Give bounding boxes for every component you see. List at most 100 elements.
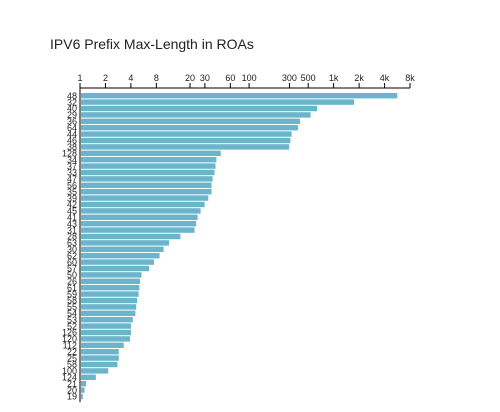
bar-126 <box>81 329 131 336</box>
y-category-label: 100 <box>62 366 77 376</box>
y-axis: 4832402936644446381283437334756353942454… <box>62 88 81 403</box>
x-tick-label: 4 <box>128 73 133 83</box>
y-category-label: 48 <box>67 91 77 101</box>
x-tick-label: 2 <box>103 73 108 83</box>
x-tick-label: 2k <box>354 73 364 83</box>
bars <box>81 93 398 400</box>
bar-63 <box>81 240 170 246</box>
bar-112 <box>81 342 124 348</box>
y-category-label: 52 <box>67 321 77 331</box>
y-category-label: 60 <box>67 257 77 267</box>
y-category-label: 36 <box>67 117 77 127</box>
y-category-label: 38 <box>67 142 77 152</box>
x-tick-label: 1k <box>329 73 339 83</box>
bar-33 <box>81 169 215 176</box>
bar-52 <box>81 323 131 329</box>
y-category-label: 37 <box>67 161 77 171</box>
bar-62 <box>81 253 160 259</box>
y-category-label: 22 <box>67 347 77 357</box>
bar-26 <box>81 278 141 284</box>
bar-47 <box>81 176 213 182</box>
y-category-label: 41 <box>67 213 77 223</box>
bar-53 <box>81 317 133 323</box>
chart-title: IPV6 Prefix Max-Length in ROAs <box>50 36 254 52</box>
y-category-label: 58 <box>67 296 77 306</box>
y-category-label: 54 <box>67 309 77 319</box>
bar-61 <box>81 285 140 291</box>
x-tick-label: 300 <box>282 73 297 83</box>
bar-19 <box>81 393 83 400</box>
y-category-label: 33 <box>67 168 77 178</box>
x-tick-label: 500 <box>301 73 316 83</box>
bar-120 <box>81 336 131 342</box>
x-axis: 1 2 4 8 20 30 60 100 300 500 1k 2k 4k 8k <box>77 73 415 89</box>
y-category-label: 35 <box>67 187 77 197</box>
bar-36 <box>81 118 301 124</box>
y-category-label: 30 <box>67 245 77 255</box>
y-category-label: 29 <box>67 110 77 120</box>
y-category-label: 32 <box>67 97 77 107</box>
bar-20 <box>81 387 85 393</box>
y-category-label: 21 <box>67 379 77 389</box>
y-category-label: 40 <box>67 104 77 114</box>
bar-57 <box>81 265 150 272</box>
y-category-label: 61 <box>67 283 77 293</box>
bar-46 <box>81 137 291 144</box>
y-category-label: 20 <box>67 385 77 395</box>
bar-41 <box>81 214 198 220</box>
x-tick-label: 4k <box>380 73 390 83</box>
y-category-label: 44 <box>67 129 77 139</box>
bar-22 <box>81 349 119 355</box>
bar-60 <box>81 259 154 265</box>
bar-42 <box>81 201 205 208</box>
bar-34 <box>81 157 217 163</box>
bar-43 <box>81 221 197 227</box>
y-category-label: 19 <box>67 392 77 402</box>
y-category-label: 46 <box>67 136 77 146</box>
bar-28 <box>81 233 181 240</box>
bar-39 <box>81 195 209 201</box>
y-category-label: 64 <box>67 123 77 133</box>
y-category-label: 34 <box>67 155 77 165</box>
y-category-label: 45 <box>67 206 77 216</box>
bar-32 <box>81 99 355 105</box>
y-category-label: 112 <box>63 341 77 351</box>
bar-55 <box>81 304 137 310</box>
bar-21 <box>81 381 87 387</box>
bar-31 <box>81 227 195 233</box>
y-category-label: 56 <box>67 181 77 191</box>
bar-128 <box>81 150 221 156</box>
bar-40 <box>81 105 318 112</box>
bar-48 <box>81 93 398 99</box>
bar-35 <box>81 189 212 195</box>
y-category-label: 128 <box>62 149 77 159</box>
y-category-label: 55 <box>67 302 77 312</box>
y-category-label: 43 <box>67 219 77 229</box>
bar-45 <box>81 208 201 214</box>
x-tick-label: 20 <box>185 73 195 83</box>
bar-54 <box>81 310 136 316</box>
y-category-label: 25 <box>67 353 77 363</box>
bar-56 <box>81 182 212 188</box>
y-category-label: 28 <box>67 232 77 242</box>
y-category-label: 57 <box>67 264 77 274</box>
bar-50 <box>81 272 142 278</box>
bar-124 <box>81 374 96 380</box>
bar-44 <box>81 131 292 137</box>
y-category-label: 62 <box>67 251 77 261</box>
bar-58 <box>81 297 138 304</box>
y-category-label: 120 <box>62 334 77 344</box>
x-tick-label: 8 <box>154 73 159 83</box>
bar-30 <box>81 246 164 252</box>
y-category-label: 42 <box>67 200 77 210</box>
y-category-label: 47 <box>67 174 77 184</box>
bar-64 <box>81 125 299 131</box>
bar-38 <box>81 144 290 150</box>
bar-100 <box>81 368 109 374</box>
y-category-label: 59 <box>67 289 77 299</box>
x-tick-label: 30 <box>200 73 210 83</box>
bar-25 <box>81 355 119 361</box>
y-category-label: 31 <box>67 225 77 235</box>
y-category-label: 53 <box>67 315 77 325</box>
y-category-label: 50 <box>67 270 77 280</box>
